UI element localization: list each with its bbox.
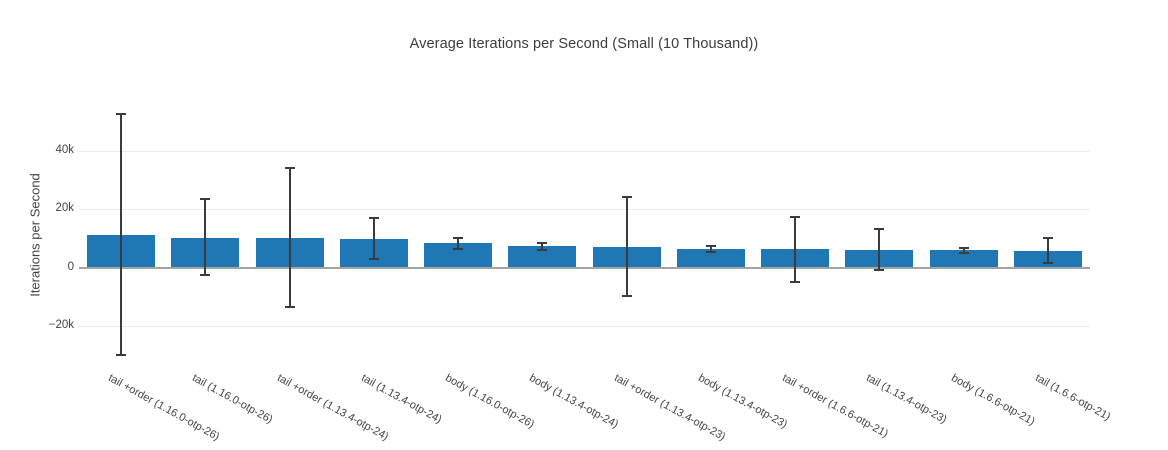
error-bar-line (372, 217, 375, 259)
error-bar-line (288, 167, 291, 307)
error-bar-line (794, 217, 797, 282)
error-bar-cap-top (705, 244, 716, 247)
x-tick-label: body (1.13.4-otp-23) (696, 372, 790, 431)
x-tick-label: tail (1.13.4-otp-24) (359, 372, 444, 427)
x-tick-label: body (1.16.0-otp-26) (443, 372, 537, 431)
error-bar-cap-bottom (958, 251, 969, 254)
gridline (79, 209, 1090, 210)
error-bar-cap-bottom (790, 280, 801, 283)
error-bar-cap-bottom (874, 269, 885, 272)
error-bar-cap-top (200, 198, 211, 201)
error-bar-cap-top (621, 195, 632, 198)
x-tick-label: body (1.6.6-otp-21) (948, 372, 1037, 428)
zero-line (79, 267, 1090, 269)
error-bar-line (625, 196, 628, 296)
error-bar-cap-top (453, 236, 464, 239)
error-bar-line (1046, 237, 1049, 263)
error-bar-cap-top (1042, 236, 1053, 239)
error-bar-cap-bottom (200, 274, 211, 277)
error-bar-cap-bottom (621, 294, 632, 297)
y-tick-label: −20k (48, 319, 74, 331)
x-tick-label: tail (1.13.4-otp-23) (864, 372, 949, 427)
error-bar-line (962, 247, 965, 253)
error-bar-cap-top (116, 112, 127, 115)
error-bar-line (709, 245, 712, 252)
error-bar-line (120, 113, 123, 355)
error-bar-cap-top (537, 241, 548, 244)
error-bar-cap-top (874, 227, 885, 230)
chart-title: Average Iterations per Second (Small (10… (409, 36, 759, 52)
error-bar-cap-top (368, 216, 379, 219)
x-tick-label: tail (1.6.6-otp-21) (1033, 372, 1113, 424)
error-bar-cap-top (958, 246, 969, 249)
error-bar-line (204, 199, 207, 276)
error-bar-cap-top (790, 216, 801, 219)
gridline (79, 150, 1090, 152)
gridline (79, 326, 1090, 327)
error-bar-line (541, 242, 544, 251)
error-bar-cap-bottom (705, 250, 716, 253)
bar[interactable] (929, 250, 998, 268)
error-bar-cap-bottom (368, 258, 379, 261)
error-bar-cap-bottom (284, 305, 295, 308)
bar[interactable] (508, 246, 577, 268)
error-bar-cap-bottom (1042, 261, 1053, 264)
error-bar-cap-top (284, 166, 295, 169)
y-tick-label: 0 (67, 260, 74, 273)
x-tick-label: tail (1.16.0-otp-26) (190, 372, 275, 427)
error-bar-line (878, 228, 881, 271)
error-bar-line (457, 237, 460, 250)
error-bar-cap-bottom (537, 249, 548, 252)
error-bar-cap-bottom (116, 353, 127, 356)
x-tick-label: body (1.13.4-otp-24) (527, 372, 621, 431)
bar[interactable] (676, 248, 745, 268)
y-tick-label: 20k (55, 202, 74, 214)
error-bar-cap-bottom (453, 248, 464, 251)
y-tick-label: 40k (55, 143, 74, 156)
